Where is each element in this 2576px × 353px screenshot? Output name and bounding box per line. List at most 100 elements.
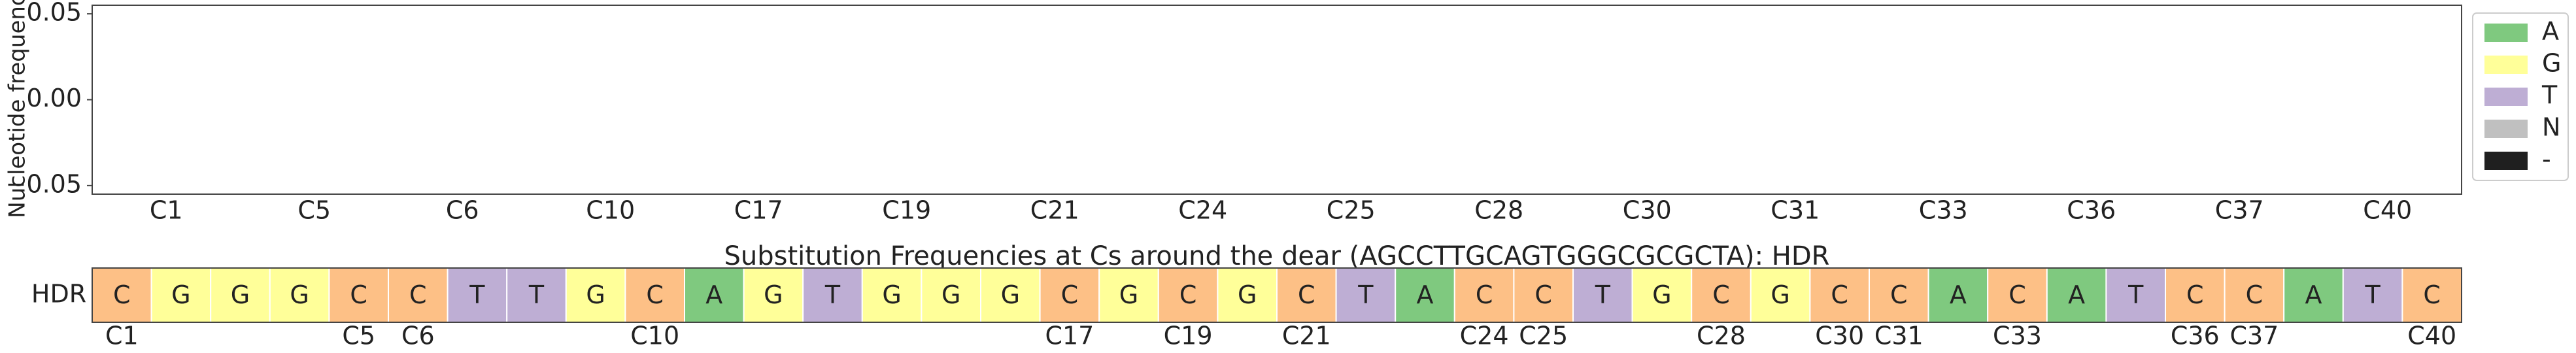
legend-swatch: [2484, 88, 2528, 106]
chart-title: Substitution Frequencies at Cs around th…: [724, 241, 1830, 271]
nucleotide: G: [586, 280, 605, 309]
nucleotide: C: [1298, 280, 1315, 309]
x-tick-label: C31: [1771, 196, 1820, 225]
sequence-cell: [1039, 267, 1100, 323]
sequence-cell: [506, 267, 567, 323]
nucleotide: A: [2305, 280, 2322, 309]
nucleotide: G: [290, 280, 309, 309]
x-tick-label: C10: [630, 322, 679, 350]
nucleotide: G: [1238, 280, 1257, 309]
x-tick-label: C24: [1460, 322, 1509, 350]
legend-swatch: [2484, 120, 2528, 138]
nucleotide: G: [171, 280, 190, 309]
y-tick-label: 0.00: [26, 84, 82, 112]
nucleotide: C: [113, 280, 131, 309]
nucleotide: A: [1950, 280, 1967, 309]
nucleotide: C: [350, 280, 367, 309]
x-tick-label: C1: [105, 322, 139, 350]
x-tick-label: C40: [2407, 322, 2456, 350]
sequence-cell: [1631, 267, 1693, 323]
x-tick-label: C5: [342, 322, 375, 350]
x-tick-label: C6: [401, 322, 435, 350]
legend-swatch: [2484, 24, 2528, 42]
sequence-cell: [1513, 267, 1574, 323]
x-tick-label: C40: [2363, 196, 2412, 225]
nucleotide: C: [1476, 280, 1493, 309]
nucleotide: A: [1417, 280, 1434, 309]
legend-label: A: [2542, 17, 2559, 46]
nucleotide: G: [941, 280, 960, 309]
nucleotide: C: [1534, 280, 1552, 309]
x-tick-label: C25: [1327, 196, 1376, 225]
nucleotide: G: [882, 280, 901, 309]
plot-frame: [92, 5, 2462, 195]
nucleotide: C: [2186, 280, 2204, 309]
legend-label: T: [2541, 81, 2558, 110]
nucleotide: A: [705, 280, 722, 309]
nucleotide: C: [2008, 280, 2026, 309]
x-tick-label: C5: [297, 196, 331, 225]
nucleotide: C: [1061, 280, 1079, 309]
nucleotide: C: [2423, 280, 2441, 309]
nucleotide: T: [2127, 280, 2144, 309]
x-tick-label: C6: [446, 196, 479, 225]
sequence-cell: [1098, 267, 1159, 323]
x-tick-label: C17: [734, 196, 783, 225]
x-tick-label: C1: [150, 196, 183, 225]
nucleotide: C: [409, 280, 427, 309]
x-tick-label: C33: [1993, 322, 2042, 350]
sequence-cell: [1276, 267, 1337, 323]
x-tick-label: C36: [2067, 196, 2116, 225]
sequence-cell: [921, 267, 982, 323]
x-tick-label: C37: [2215, 196, 2264, 225]
x-tick-label: C36: [2171, 322, 2220, 350]
sequence-cell: [1453, 267, 1515, 323]
nucleotide: T: [1357, 280, 1374, 309]
x-tick-label: C37: [2229, 322, 2279, 350]
sequence-cell: [1217, 267, 1278, 323]
x-tick-label: C17: [1045, 322, 1094, 350]
x-tick-label: C31: [1874, 322, 1924, 350]
nucleotide: T: [1595, 280, 1611, 309]
x-tick-label: C30: [1815, 322, 1864, 350]
nucleotide: G: [1001, 280, 1020, 309]
nucleotide: G: [1652, 280, 1671, 309]
nucleotide: G: [231, 280, 250, 309]
nucleotide: G: [764, 280, 783, 309]
nucleotide: C: [1712, 280, 1730, 309]
x-tick-label: C33: [1919, 196, 1968, 225]
x-tick-label: C28: [1474, 196, 1523, 225]
nucleotide: A: [2068, 280, 2085, 309]
nucleotide: C: [646, 280, 664, 309]
sequence-cell: [328, 267, 389, 323]
sequence-frame: [92, 267, 2462, 323]
sequence-cell: [1395, 267, 1455, 323]
nucleotide: T: [2364, 280, 2381, 309]
legend-label: G: [2542, 49, 2561, 78]
x-tick-label: C21: [1030, 196, 1079, 225]
legend-swatch: [2484, 152, 2528, 170]
x-tick-label: C21: [1282, 322, 1331, 350]
sequence-cell: [980, 267, 1041, 323]
x-tick-label: C24: [1178, 196, 1227, 225]
sequence-cell: [1927, 267, 1989, 323]
x-tick-label: C28: [1697, 322, 1746, 350]
nucleotide: T: [528, 280, 545, 309]
sequence-cell: [1572, 267, 1633, 323]
sequence-cell: [447, 267, 508, 323]
x-tick-label: C25: [1519, 322, 1568, 350]
nucleotide: C: [1890, 280, 1908, 309]
x-tick-label: C19: [882, 196, 931, 225]
legend-label: N: [2542, 113, 2560, 142]
legend-label: -: [2542, 145, 2551, 174]
nucleotide: T: [824, 280, 841, 309]
nucleotide: C: [2246, 280, 2263, 309]
x-tick-label: C10: [586, 196, 635, 225]
y-axis-label: Nucleotide frequency: [5, 0, 31, 218]
nucleotide: C: [1831, 280, 1848, 309]
y-tick-label: 0.05: [26, 0, 82, 27]
nucleotide: G: [1119, 280, 1138, 309]
sequence-cell: [861, 267, 923, 323]
nucleotide: G: [1771, 280, 1789, 309]
